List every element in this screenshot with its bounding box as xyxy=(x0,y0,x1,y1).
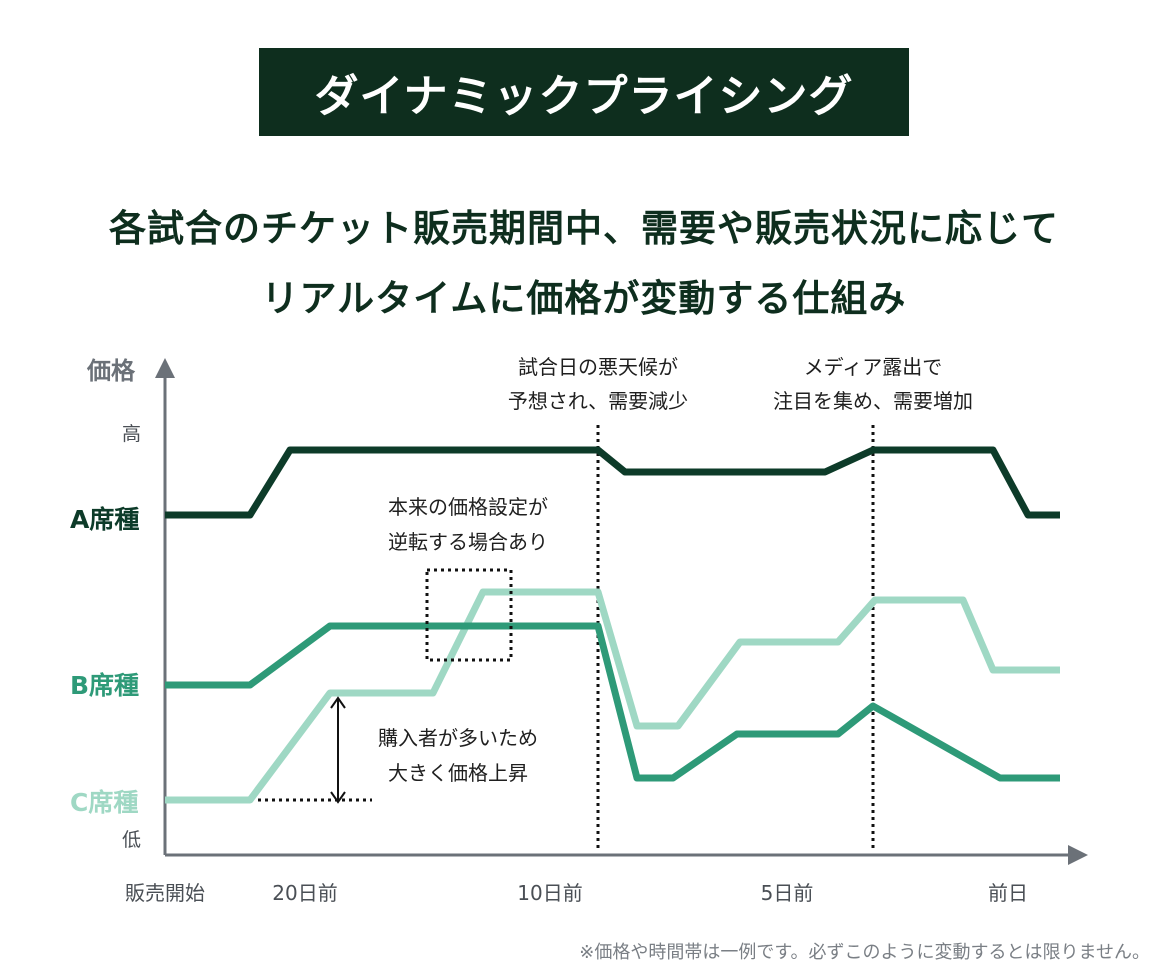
series-line-c xyxy=(165,588,1060,804)
rise-arrow-head-bottom xyxy=(330,791,346,804)
y-low-label: 低 xyxy=(122,829,141,851)
series-label-b: B席種 xyxy=(70,671,139,700)
x-tick-10: 10日前 xyxy=(517,881,582,905)
series-label-a: A席種 xyxy=(70,505,139,534)
y-high-label: 高 xyxy=(122,423,141,445)
annotation-media-1: メディア露出で xyxy=(804,355,943,379)
annotation-media-2: 注目を集め、需要増加 xyxy=(773,389,973,413)
subtitle-line-2: リアルタイムに価格が変動する仕組み xyxy=(261,277,907,320)
series-line-a xyxy=(165,446,1060,519)
x-axis-arrow xyxy=(1068,845,1088,865)
series-line-b xyxy=(165,622,1060,782)
page-title: ダイナミックプライシング xyxy=(314,71,854,122)
title-banner: ダイナミックプライシング xyxy=(259,48,909,136)
annotation-reverse-2: 逆転する場合あり xyxy=(388,530,548,554)
series-label-c: C席種 xyxy=(70,788,138,817)
annotation-weather-2: 予想され、需要減少 xyxy=(508,389,688,413)
x-tick-20: 20日前 xyxy=(272,881,337,905)
y-axis-arrow xyxy=(155,358,175,378)
rise-arrow-head-top xyxy=(330,696,346,709)
annotation-reverse-1: 本来の価格設定が xyxy=(388,495,548,519)
footnote: ※価格や時間帯は一例です。必ずこのように変動するとは限りません。 xyxy=(579,942,1150,963)
annotation-weather-1: 試合日の悪天候が xyxy=(518,355,678,379)
subtitle-line-1: 各試合のチケット販売期間中、需要や販売状況に応じて xyxy=(109,207,1059,250)
x-tick-5: 5日前 xyxy=(761,881,814,905)
y-axis-label: 価格 xyxy=(86,357,136,385)
annotation-rise-1: 購入者が多いため xyxy=(378,726,538,750)
annotation-rise-2: 大きく価格上昇 xyxy=(388,761,528,785)
reversal-box xyxy=(425,568,513,662)
x-tick-prev: 前日 xyxy=(988,881,1028,905)
x-tick-start: 販売開始 xyxy=(125,881,205,905)
